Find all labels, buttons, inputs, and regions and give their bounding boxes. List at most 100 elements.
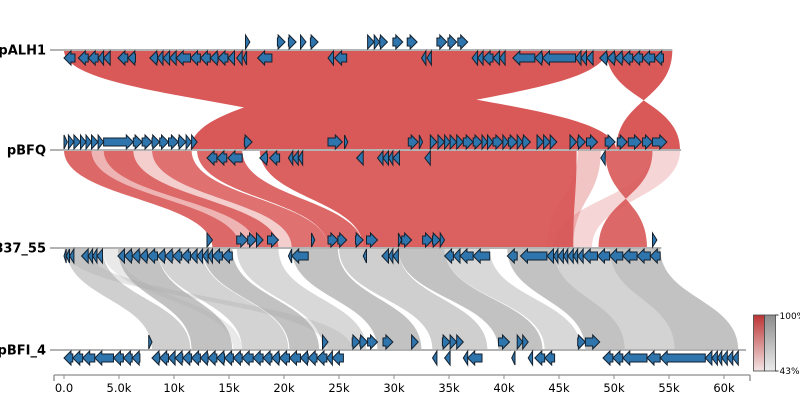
gene-arrow[interactable] — [437, 133, 446, 151]
gene-arrow[interactable] — [418, 134, 424, 150]
synteny-link[interactable] — [546, 150, 601, 248]
gene-arrow[interactable] — [67, 133, 75, 151]
synteny-link[interactable] — [398, 248, 543, 350]
gene-arrow[interactable] — [652, 133, 668, 151]
gene-arrow[interactable] — [146, 247, 158, 265]
gene-arrow[interactable] — [596, 247, 611, 265]
gene-arrow[interactable] — [287, 33, 297, 51]
synteny-link[interactable] — [202, 248, 320, 350]
gene-arrow[interactable] — [627, 133, 643, 151]
gene-arrow[interactable] — [359, 333, 369, 351]
gene-arrow[interactable] — [149, 49, 158, 67]
gene-arrow[interactable] — [355, 231, 364, 249]
gene-arrow[interactable] — [649, 247, 661, 265]
gene-arrow[interactable] — [487, 133, 494, 151]
gene-arrow[interactable] — [614, 49, 624, 67]
gene-arrow[interactable] — [636, 247, 651, 265]
gene-arrow[interactable] — [337, 231, 348, 249]
gene-arrow[interactable] — [242, 50, 248, 66]
gene-arrow[interactable] — [241, 349, 254, 367]
gene-arrow[interactable] — [711, 349, 718, 367]
gene-arrow[interactable] — [207, 349, 218, 367]
gene-arrow[interactable] — [206, 149, 218, 167]
gene-arrow[interactable] — [379, 33, 389, 51]
gene-arrow[interactable] — [472, 247, 491, 265]
gene-arrow[interactable] — [80, 133, 87, 151]
gene-arrow[interactable] — [309, 33, 319, 51]
gene-arrow[interactable] — [585, 49, 594, 67]
gene-arrow[interactable] — [502, 133, 510, 151]
gene-arrow[interactable] — [232, 349, 243, 367]
gene-arrow[interactable] — [297, 149, 304, 167]
gene-arrow[interactable] — [316, 349, 328, 367]
gene-arrow[interactable] — [367, 33, 375, 51]
gene-arrow[interactable] — [252, 349, 264, 367]
gene-arrow[interactable] — [447, 33, 458, 51]
gene-arrow[interactable] — [159, 133, 170, 151]
synteny-link[interactable] — [157, 248, 289, 350]
gene-arrow[interactable] — [211, 247, 223, 265]
gene-arrow[interactable] — [331, 349, 344, 367]
synteny-link[interactable] — [291, 248, 422, 350]
gene-arrow[interactable] — [73, 133, 82, 151]
gene-arrow[interactable] — [177, 133, 187, 151]
gene-arrow[interactable] — [449, 133, 458, 151]
gene-arrow[interactable] — [456, 133, 464, 151]
gene-arrow[interactable] — [577, 333, 587, 351]
gene-arrow[interactable] — [569, 133, 578, 151]
gene-arrow[interactable] — [174, 349, 184, 367]
gene-arrow[interactable] — [271, 349, 281, 367]
synteny-link[interactable] — [444, 248, 581, 350]
gene-arrow[interactable] — [506, 247, 518, 265]
gene-arrow[interactable] — [652, 231, 658, 249]
gene-arrow[interactable] — [642, 133, 654, 151]
gene-arrow[interactable] — [420, 49, 427, 67]
synteny-link[interactable] — [66, 248, 191, 350]
gene-arrow[interactable] — [63, 49, 76, 67]
synteny-link[interactable] — [91, 150, 257, 248]
synteny-link[interactable] — [507, 248, 625, 350]
gene-arrow[interactable] — [227, 149, 243, 167]
gene-arrow[interactable] — [441, 333, 451, 351]
gene-arrow[interactable] — [604, 133, 616, 151]
synteny-link[interactable] — [133, 150, 292, 248]
gene-arrow[interactable] — [600, 149, 606, 167]
gene-arrow[interactable] — [141, 133, 153, 151]
gene-arrow[interactable] — [247, 231, 258, 249]
gene-arrow[interactable] — [300, 33, 307, 51]
gene-arrow[interactable] — [429, 133, 438, 151]
gene-arrow[interactable] — [382, 333, 394, 351]
gene-arrow[interactable] — [267, 231, 280, 249]
gene-arrow[interactable] — [311, 232, 316, 248]
gene-arrow[interactable] — [158, 349, 169, 367]
gene-arrow[interactable] — [262, 349, 273, 367]
gene-arrow[interactable] — [466, 349, 483, 367]
synteny-link[interactable] — [64, 150, 240, 248]
gene-arrow[interactable] — [439, 231, 446, 249]
gene-arrow[interactable] — [355, 149, 364, 167]
gene-arrow[interactable] — [367, 333, 379, 351]
synteny-link[interactable] — [339, 248, 488, 350]
gene-arrow[interactable] — [307, 349, 318, 367]
gene-arrow[interactable] — [512, 49, 536, 67]
gene-arrow[interactable] — [327, 231, 339, 249]
gene-arrow[interactable] — [327, 49, 334, 67]
gene-arrow[interactable] — [216, 349, 226, 367]
gene-arrow[interactable] — [72, 349, 84, 367]
gene-arrow[interactable] — [81, 349, 96, 367]
gene-arrow[interactable] — [123, 247, 133, 265]
gene-arrow[interactable] — [268, 149, 281, 167]
gene-arrow[interactable] — [77, 49, 89, 67]
synteny-link[interactable] — [190, 50, 607, 150]
gene-arrow[interactable] — [482, 49, 494, 67]
gene-arrow[interactable] — [87, 49, 99, 67]
gene-arrow[interactable] — [426, 49, 432, 67]
gene-arrow[interactable] — [422, 231, 434, 249]
gene-arrow[interactable] — [373, 33, 381, 51]
gene-arrow[interactable] — [462, 133, 474, 151]
gene-arrow[interactable] — [191, 133, 198, 151]
synteny-link[interactable] — [598, 150, 653, 248]
gene-arrow[interactable] — [392, 33, 404, 51]
gene-arrow[interactable] — [97, 133, 105, 151]
gene-arrow[interactable] — [221, 247, 233, 265]
